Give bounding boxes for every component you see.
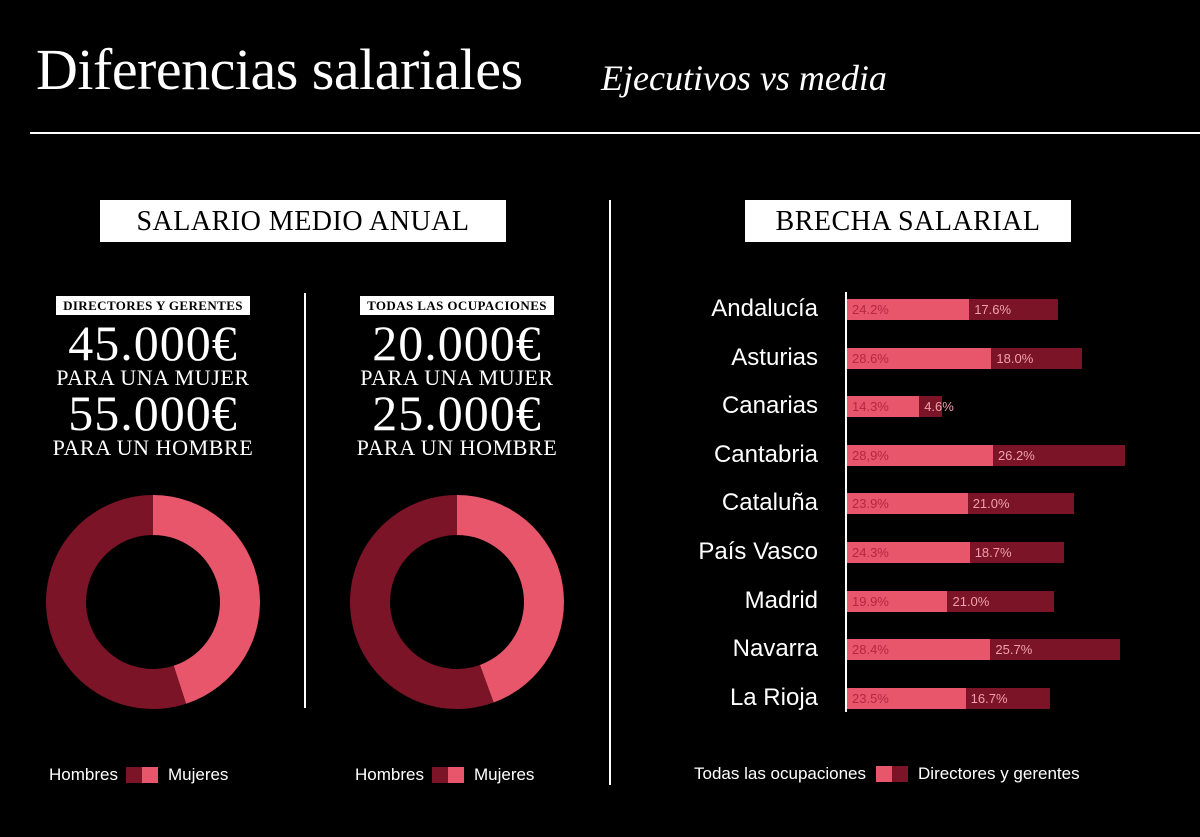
bar-todas xyxy=(847,444,993,466)
legend-mujeres-label: Mujeres xyxy=(167,765,229,784)
legend-hombres-swatch xyxy=(431,767,448,783)
page-subtitle: Ejecutivos vs media xyxy=(601,58,887,98)
bar-directores xyxy=(947,590,1054,612)
bar-directores-label: 16.7% xyxy=(970,690,1008,706)
donut-slice-mujeres xyxy=(457,495,564,703)
bar-directores xyxy=(991,347,1083,369)
page-title: Diferencias salariales xyxy=(36,37,523,102)
bar-directores-label: 18.0% xyxy=(996,350,1034,366)
region-label: Andalucía xyxy=(711,295,818,322)
donut-slice-hombres xyxy=(349,495,494,709)
mujer-amount: 20.000€ xyxy=(372,315,542,371)
legend-hombres-swatch xyxy=(125,767,142,783)
donut-slice-hombres xyxy=(45,495,187,709)
bar-todas xyxy=(847,493,968,515)
legend-hombres-label: Hombres xyxy=(355,765,424,784)
donut-chart-directores xyxy=(45,495,260,709)
bar-todas xyxy=(847,639,991,661)
bar-todas xyxy=(847,542,970,563)
bar-chart-legend: Todas las ocupaciones Directores y geren… xyxy=(694,764,1080,784)
mujer-label: PARA UNA MUJER xyxy=(360,365,554,390)
bar-directores-label: 25.7% xyxy=(995,642,1033,658)
mujer-label: PARA UNA MUJER xyxy=(56,365,250,390)
bar-directores xyxy=(969,542,1065,563)
bar-todas xyxy=(847,299,970,320)
bar-directores-label: 4.6% xyxy=(924,399,954,415)
bar-directores xyxy=(992,444,1126,466)
bar-todas-label: 28,9% xyxy=(852,447,889,463)
bar-todas-label: 28.4% xyxy=(852,642,889,658)
legend-mujeres-label: Mujeres xyxy=(473,765,535,784)
region-label: Cantabria xyxy=(713,440,818,468)
bar-directores-label: 26.2% xyxy=(997,447,1035,463)
donut-legend-directores: Hombres Mujeres xyxy=(49,765,228,785)
bar-directores-label: 21.0% xyxy=(952,593,990,609)
legend-mujeres-swatch xyxy=(447,767,464,783)
region-label: Asturias xyxy=(731,343,818,371)
legend-directores-swatch xyxy=(892,766,909,782)
hombre-label: PARA UN HOMBRE xyxy=(356,435,558,460)
panel-tag: DIRECTORES Y GERENTES xyxy=(56,296,250,315)
panel-tag: TODAS LAS OCUPACIONES xyxy=(360,296,554,315)
bar-todas-label: 23.5% xyxy=(852,690,889,706)
region-label: Canarias xyxy=(721,392,818,420)
legend-directores-label: Directores y gerentes xyxy=(918,764,1080,783)
bar-todas-label: 14.3% xyxy=(852,399,889,415)
donut-chart-todas xyxy=(349,495,564,709)
section-divider xyxy=(609,200,611,785)
region-label: País Vasco xyxy=(698,538,818,565)
hombre-amount: 55.000€ xyxy=(68,385,238,441)
donut-slice-mujeres xyxy=(153,495,260,704)
region-label: Cataluña xyxy=(721,489,818,517)
bar-directores xyxy=(919,396,943,418)
bar-todas-label: 28.6% xyxy=(852,350,889,366)
bar-todas-label: 23.9% xyxy=(852,496,889,512)
region-label: Madrid xyxy=(744,586,818,614)
donut-legend-todas: Hombres Mujeres xyxy=(355,765,534,785)
salary-panel-todas: TODAS LAS OCUPACIONES 20.000€ PARA UNA M… xyxy=(317,296,597,459)
bar-todas-label: 24.3% xyxy=(852,545,889,560)
brecha-heading: BRECHA SALARIAL xyxy=(745,200,1071,242)
bar-directores xyxy=(967,493,1074,515)
mujer-amount: 45.000€ xyxy=(68,315,238,371)
bar-chart-axis xyxy=(845,292,847,712)
panel-divider xyxy=(304,293,306,708)
bar-directores-label: 21.0% xyxy=(972,496,1010,512)
region-label: Navarra xyxy=(732,635,818,663)
legend-hombres-label: Hombres xyxy=(49,765,118,784)
salary-panel-directores: DIRECTORES Y GERENTES 45.000€ PARA UNA M… xyxy=(13,296,293,459)
bar-directores xyxy=(990,639,1121,661)
bar-todas xyxy=(847,590,948,612)
header-divider xyxy=(30,132,1200,134)
bar-todas xyxy=(847,396,920,418)
bar-directores xyxy=(965,687,1050,709)
bar-todas xyxy=(847,687,966,709)
bar-directores-label: 17.6% xyxy=(974,302,1012,317)
hombre-amount: 25.000€ xyxy=(372,385,542,441)
legend-todas-swatch xyxy=(876,766,893,782)
bar-directores-label: 18.7% xyxy=(974,545,1012,560)
legend-mujeres-swatch xyxy=(141,767,158,783)
region-label: La Rioja xyxy=(729,683,818,711)
bar-directores xyxy=(969,299,1059,320)
bar-todas xyxy=(847,347,992,369)
bar-todas-label: 24.2% xyxy=(852,302,889,317)
bar-todas-label: 19.9% xyxy=(852,593,889,609)
legend-todas-label: Todas las ocupaciones xyxy=(694,764,867,783)
hombre-label: PARA UN HOMBRE xyxy=(52,435,254,460)
salario-heading: SALARIO MEDIO ANUAL xyxy=(100,200,506,242)
